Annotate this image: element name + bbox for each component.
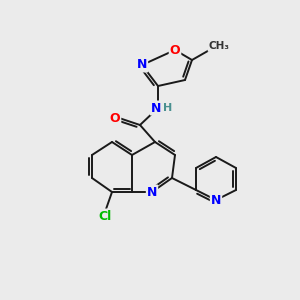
Text: H: H — [164, 103, 172, 113]
Text: N: N — [211, 194, 221, 206]
Text: N: N — [137, 58, 147, 71]
Text: N: N — [147, 185, 157, 199]
Text: N: N — [151, 101, 161, 115]
Text: O: O — [110, 112, 120, 124]
Text: Cl: Cl — [98, 209, 112, 223]
Text: CH₃: CH₃ — [208, 41, 230, 51]
Text: O: O — [170, 44, 180, 56]
